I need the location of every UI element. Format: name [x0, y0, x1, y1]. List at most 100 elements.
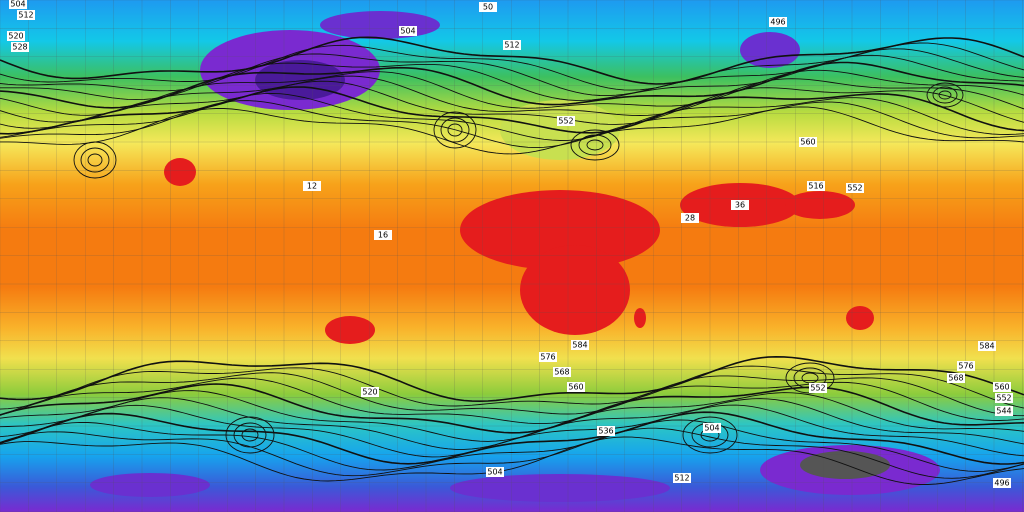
- contour-label: 520: [8, 32, 23, 41]
- label-box: [503, 40, 521, 50]
- contour-line: [0, 404, 1024, 458]
- contour-label: 560: [568, 383, 583, 392]
- contour-line: [0, 390, 1024, 442]
- contour-loop: [570, 129, 620, 161]
- contour-label: 552: [847, 184, 862, 193]
- contour-line: [0, 80, 1024, 129]
- contour-line: [0, 86, 1024, 135]
- contour-label: 504: [400, 27, 415, 36]
- contour-line: [0, 411, 1024, 465]
- contour-label: 496: [770, 18, 785, 27]
- label-box: [539, 352, 557, 362]
- contour-label: 12: [307, 182, 317, 191]
- contour-label: 504: [10, 0, 25, 9]
- contour-loop: [241, 428, 259, 442]
- contour-label: 504: [487, 468, 502, 477]
- label-box: [11, 42, 29, 52]
- contour-label: 568: [554, 368, 569, 377]
- contour-loop: [440, 117, 470, 143]
- label-box: [957, 361, 975, 371]
- contour-line: [0, 355, 1024, 403]
- contour-label: 512: [18, 11, 33, 20]
- contour-line: [0, 61, 1024, 109]
- contour-label: 36: [735, 201, 745, 210]
- contour-line: [0, 377, 1024, 425]
- contour-label: 520: [362, 388, 377, 397]
- label-box: [399, 26, 417, 36]
- contour-label: 552: [996, 394, 1011, 403]
- contour-label: 512: [504, 41, 519, 50]
- label-box: [7, 31, 25, 41]
- contour-label: 504: [704, 424, 719, 433]
- label-box: [978, 341, 996, 351]
- label-box: [809, 383, 827, 393]
- contour-loop: [233, 422, 267, 448]
- contour-loop: [682, 416, 738, 454]
- contour-line: [0, 36, 1024, 85]
- label-box: [846, 183, 864, 193]
- label-box: [703, 423, 721, 433]
- contour-label: 516: [808, 182, 823, 191]
- contour-label: 560: [800, 138, 815, 147]
- label-box: [486, 467, 504, 477]
- label-box: [731, 200, 749, 210]
- contour-label: 536: [598, 427, 613, 436]
- contour-loop: [87, 153, 103, 167]
- contour-label: 28: [685, 214, 695, 223]
- contour-label: 16: [378, 231, 388, 240]
- label-box: [553, 367, 571, 377]
- label-box: [807, 181, 825, 191]
- contour-label: 552: [810, 384, 825, 393]
- contour-label: 560: [994, 383, 1009, 392]
- label-box: [557, 116, 575, 126]
- contour-line: [0, 372, 1024, 417]
- contour-label: 544: [996, 407, 1011, 416]
- label-box: [993, 478, 1011, 488]
- label-box: [993, 382, 1011, 392]
- label-box: [995, 406, 1013, 416]
- contour-label: 552: [558, 117, 573, 126]
- contour-loop: [433, 111, 477, 149]
- contour-line: [0, 48, 1024, 97]
- label-box: [303, 181, 321, 191]
- label-box: [567, 382, 585, 392]
- label-box: [681, 213, 699, 223]
- contour-line: [0, 100, 1024, 149]
- label-box: [995, 393, 1013, 403]
- contour-loop: [926, 82, 964, 108]
- contour-line: [0, 419, 1024, 472]
- height-contours: [0, 36, 1024, 485]
- contour-label: 584: [979, 342, 994, 351]
- label-box: [9, 0, 27, 9]
- contour-line: [0, 106, 1024, 155]
- label-box: [479, 2, 497, 12]
- label-box: [17, 10, 35, 20]
- contour-labels: 504 512 520 528 50 504 512 496 552 560 516 552 584 57…: [7, 0, 1013, 488]
- contour-loop: [578, 134, 612, 156]
- contour-label: 512: [674, 474, 689, 483]
- contour-loop: [586, 139, 604, 151]
- contour-line: [0, 383, 1024, 434]
- contour-label: 576: [958, 362, 973, 371]
- contour-label: 568: [948, 374, 963, 383]
- contour-label: 50: [483, 3, 493, 12]
- contour-loop: [932, 86, 958, 104]
- contour-line: [0, 436, 1024, 485]
- label-box: [571, 340, 589, 350]
- contour-label: 496: [994, 479, 1009, 488]
- contour-loop: [447, 123, 463, 137]
- contour-line: [0, 69, 1024, 116]
- contour-loop: [73, 141, 117, 179]
- label-box: [597, 426, 615, 436]
- label-box: [361, 387, 379, 397]
- label-box: [769, 17, 787, 27]
- contour-loop: [225, 416, 275, 454]
- contour-loop: [938, 90, 952, 100]
- contour-line: [0, 365, 1024, 410]
- contour-line: [0, 75, 1024, 123]
- contour-label: 584: [572, 341, 587, 350]
- contour-line: [0, 427, 1024, 479]
- contour-label: 528: [12, 43, 27, 52]
- contour-loop: [80, 147, 110, 173]
